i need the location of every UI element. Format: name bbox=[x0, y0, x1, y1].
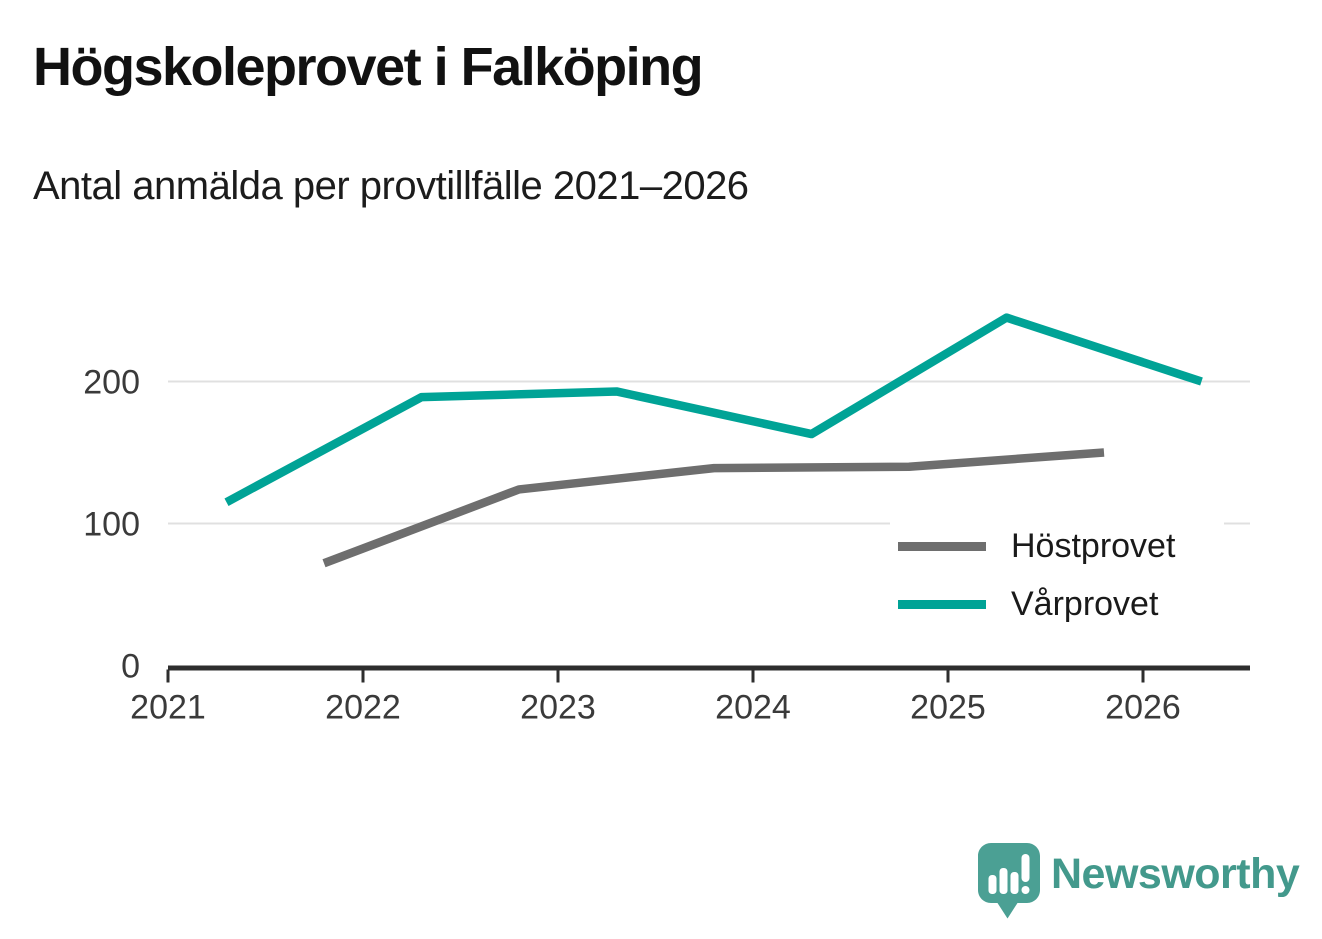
legend: Höstprovet Vårprovet bbox=[890, 512, 1224, 638]
speech-bubble-bar-chart-icon bbox=[978, 843, 1040, 919]
speech-bubble-shape bbox=[978, 843, 1040, 919]
page-subtitle: Antal anmälda per provtillfälle 2021–202… bbox=[33, 164, 749, 208]
legend-swatch-hostprovet bbox=[898, 541, 986, 551]
x-tick-label-2026: 2026 bbox=[1105, 689, 1181, 727]
logo-bar-2 bbox=[999, 868, 1008, 894]
x-tick-label-2024: 2024 bbox=[715, 689, 791, 727]
logo-bar-3 bbox=[1010, 872, 1019, 894]
y-tick-label-100: 100 bbox=[83, 506, 140, 544]
x-tick-label-2022: 2022 bbox=[325, 689, 401, 727]
page-title: Högskoleprovet i Falköping bbox=[33, 37, 704, 97]
series-line-höstprovet bbox=[322, 448, 1105, 568]
brand-logo: Newsworthy bbox=[977, 842, 1300, 920]
x-tick-label-2025: 2025 bbox=[910, 689, 986, 727]
logo-exclamation-dot bbox=[1021, 886, 1030, 894]
legend-label-hostprovet: Höstprovet bbox=[1011, 526, 1176, 565]
legend-label-varprovet: Vårprovet bbox=[1011, 584, 1159, 623]
y-tick-label-0: 0 bbox=[121, 648, 140, 686]
brand-wordmark: Newsworthy bbox=[1051, 849, 1300, 898]
x-tick-label-2021: 2021 bbox=[130, 689, 206, 727]
line-chart-svg: 0 100 200 2021 2022 2023 2024 2025 2026 bbox=[83, 313, 1250, 727]
series-line-vårprovet bbox=[224, 313, 1203, 506]
legend-item-hostprovet: Höstprovet bbox=[890, 524, 1224, 568]
legend-swatch-varprovet bbox=[898, 599, 986, 609]
x-tick-label-2023: 2023 bbox=[520, 689, 596, 727]
logo-bar-1 bbox=[988, 875, 997, 894]
legend-item-varprovet: Vårprovet bbox=[890, 582, 1224, 626]
logo-exclamation-stem bbox=[1021, 854, 1030, 882]
y-tick-label-200: 200 bbox=[83, 364, 140, 402]
